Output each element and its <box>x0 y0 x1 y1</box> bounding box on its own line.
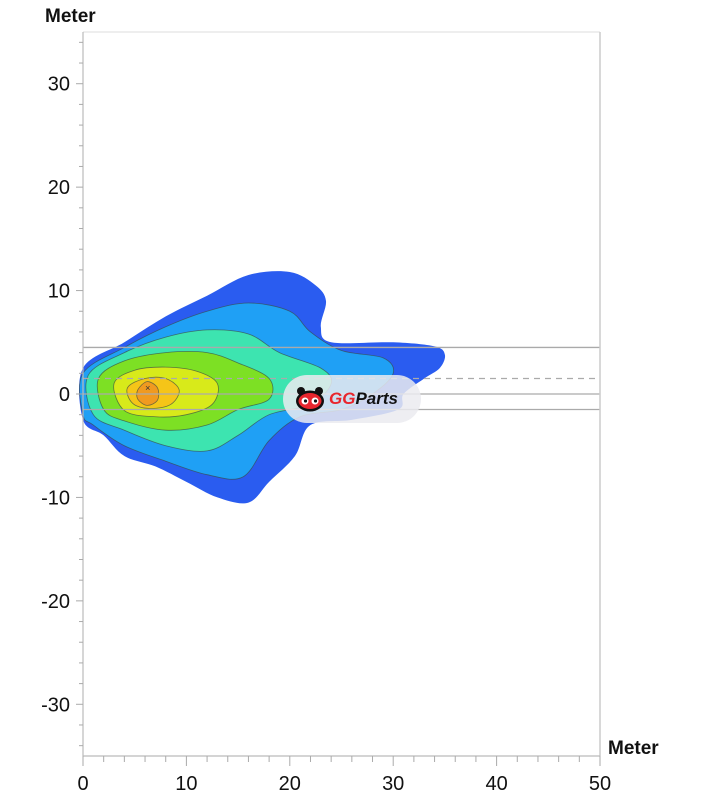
peak-marker: × <box>145 383 150 393</box>
mascot-icon <box>296 387 324 412</box>
plot-area: × <box>79 271 600 504</box>
watermark-logo: GGParts <box>283 375 421 423</box>
x-tick-label: 0 <box>77 773 88 795</box>
x-tick-label: 20 <box>279 773 301 795</box>
x-tick-label: 10 <box>175 773 197 795</box>
x-tick-label: 50 <box>589 773 611 795</box>
x-tick-label: 40 <box>485 773 507 795</box>
x-axis-label: Meter <box>608 738 659 759</box>
y-tick-label: 20 <box>48 177 70 199</box>
watermark-text-gg: GG <box>329 389 356 408</box>
y-tick-label: 0 <box>59 384 70 406</box>
watermark-text-parts: Parts <box>355 389 398 408</box>
y-tick-label: -20 <box>41 591 70 613</box>
y-tick-label: 30 <box>48 74 70 96</box>
y-axis-label: Meter <box>45 6 96 27</box>
y-tick-label: -10 <box>41 487 70 509</box>
y-tick-label: -30 <box>41 694 70 716</box>
axes: 0 10 20 30 40 50 30 20 10 0 -10 -20 -30 <box>41 31 611 795</box>
x-tick-label: 30 <box>382 773 404 795</box>
y-tick-label: 10 <box>48 281 70 303</box>
